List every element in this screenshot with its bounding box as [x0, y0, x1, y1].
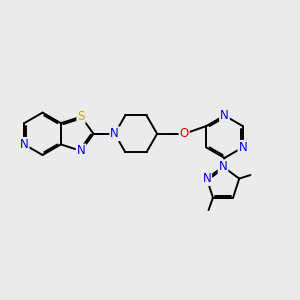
Text: N: N	[77, 145, 85, 158]
Text: N: N	[110, 127, 119, 140]
Text: N: N	[20, 138, 28, 151]
Text: S: S	[77, 110, 85, 123]
Text: N: N	[202, 172, 211, 185]
Text: N: N	[220, 109, 229, 122]
Text: O: O	[180, 127, 189, 140]
Text: N: N	[238, 141, 247, 154]
Text: N: N	[219, 160, 227, 173]
